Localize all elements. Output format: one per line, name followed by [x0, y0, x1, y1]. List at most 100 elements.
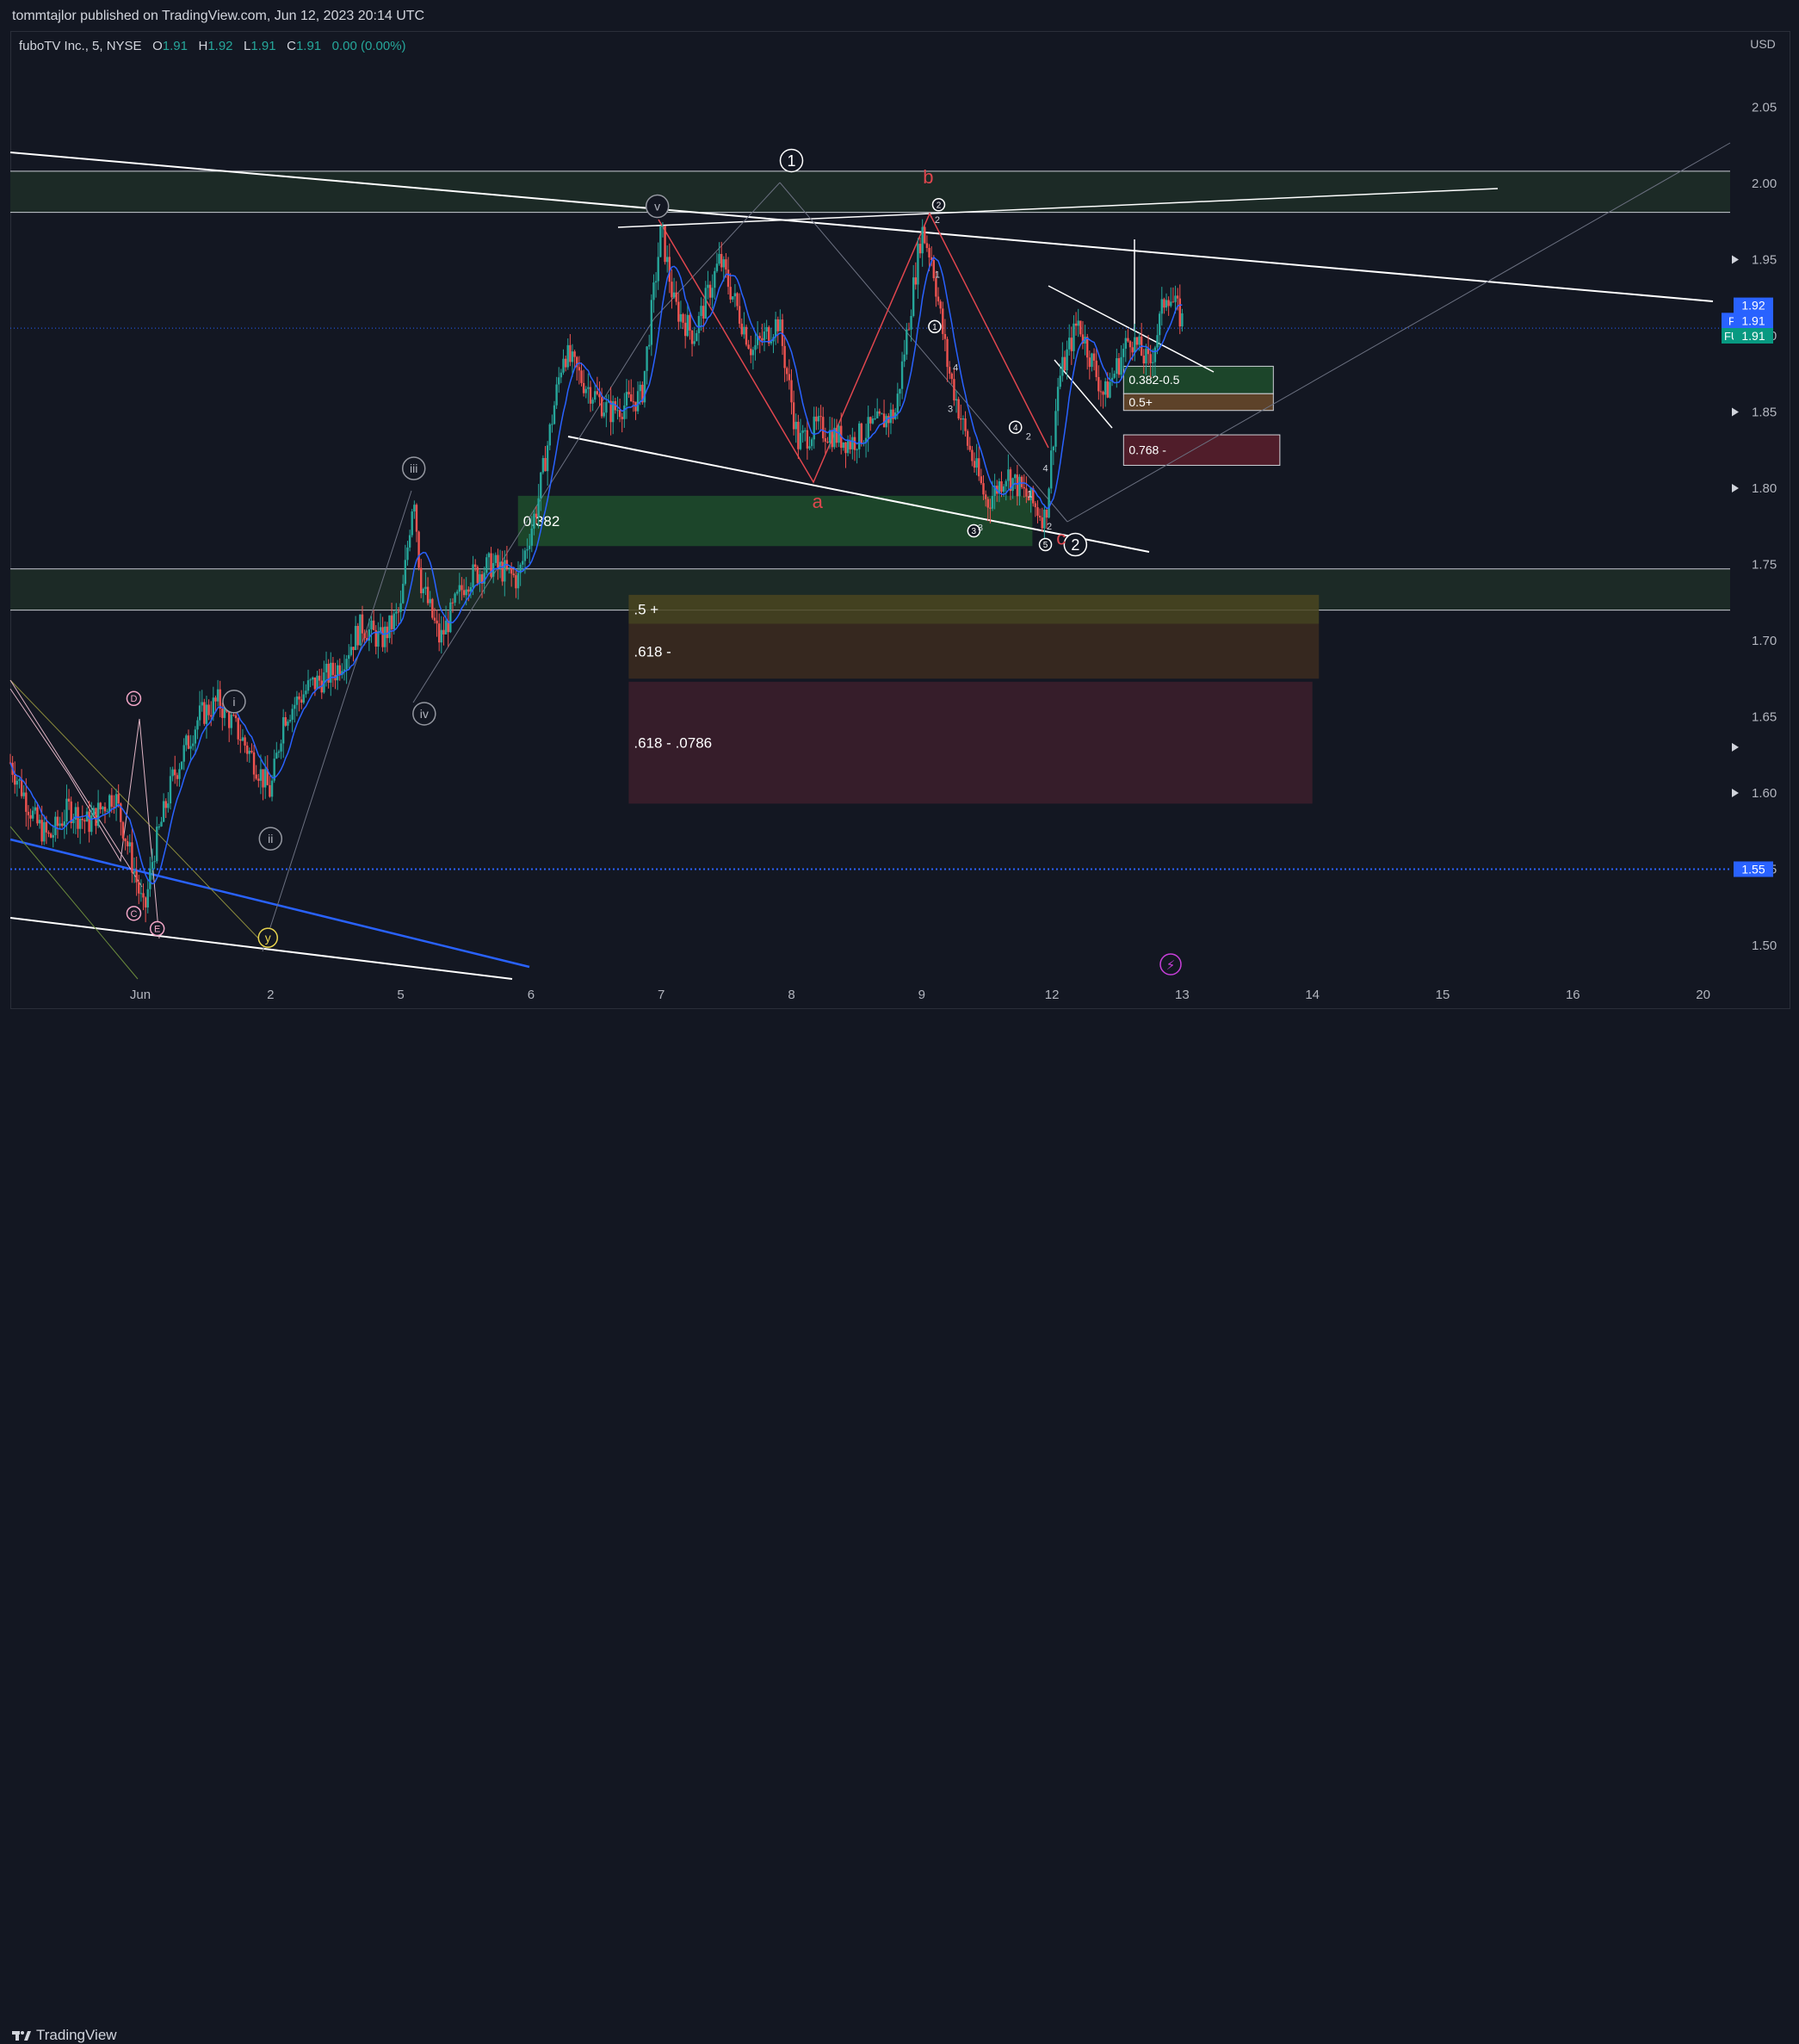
candle-body [846, 441, 850, 454]
fib-zone [517, 495, 1033, 547]
candle-body [29, 815, 32, 819]
wedge-lower [1054, 359, 1113, 429]
candle-body [103, 807, 107, 812]
candle-body [573, 351, 576, 357]
candle-body [918, 244, 922, 254]
candle-body [295, 696, 299, 705]
candle-body [957, 399, 960, 419]
candle-body [794, 421, 797, 430]
wave-label: 5 [1043, 541, 1048, 550]
candle-body [750, 349, 752, 356]
candle-body [277, 751, 281, 753]
candle-body [455, 592, 459, 594]
candle-body [420, 567, 423, 593]
candle-body [1099, 391, 1103, 393]
candle-body [1116, 358, 1118, 375]
fib-zone-label: .618 - [634, 643, 671, 660]
lightning-icon: ⚡ [1166, 957, 1176, 973]
candle-body [1009, 469, 1012, 492]
x-tick-label: 13 [1175, 988, 1190, 1002]
candle-body [504, 560, 506, 582]
candle-body [732, 296, 734, 300]
candle-body [1117, 358, 1121, 375]
tradingview-logo[interactable]: TradingView [12, 2027, 117, 2044]
fib-zone-label: 0.5+ [1128, 395, 1153, 409]
price-tag-bg [1734, 297, 1773, 313]
candle-body [480, 573, 484, 585]
candle-body [27, 811, 30, 815]
candle-body [675, 292, 677, 302]
candle-body [20, 779, 23, 796]
candle-body [476, 567, 479, 584]
candle-body [844, 442, 847, 454]
candle-body [281, 716, 285, 744]
candle-body [1128, 341, 1132, 348]
candle-body [537, 498, 540, 517]
x-tick-label: 9 [918, 988, 925, 1002]
candle-body [522, 561, 524, 565]
candle-body [632, 401, 635, 403]
moving-average-line [9, 256, 1183, 885]
candle-body [630, 394, 633, 402]
chart-canvas[interactable]: 0.382 .5 + .618 - .618 - .0786 0.382-0.5 0.5+… [0, 0, 1799, 1047]
candle-body [207, 704, 210, 715]
candle-body [221, 709, 224, 718]
x-tick-label: 14 [1305, 988, 1320, 1002]
wave-label: 4 [1013, 424, 1018, 433]
candle-body [896, 393, 900, 413]
candle-body [799, 432, 802, 449]
candle-body [648, 344, 651, 347]
candle-body [964, 418, 967, 431]
candle-body [90, 815, 93, 833]
candle-body [70, 801, 72, 824]
wave-label-circle [1038, 537, 1053, 552]
candle-body [725, 259, 727, 270]
x-tick-label: 8 [788, 988, 794, 1002]
candle-body [555, 384, 558, 406]
candle-body [833, 427, 836, 448]
candle-body [571, 351, 574, 362]
candle-body [740, 323, 743, 335]
candle-body [907, 329, 911, 331]
candle-body [273, 759, 275, 781]
candle-body [255, 774, 257, 779]
fib-zone-label: 0.768 - [1128, 443, 1166, 457]
candle-body [399, 603, 402, 612]
candle-body [1016, 474, 1019, 497]
y-tick-label: 1.60 [1752, 786, 1777, 801]
candle-body [138, 882, 140, 894]
candle-body [257, 778, 260, 781]
candle-body [479, 573, 481, 584]
candle-body [318, 675, 321, 681]
wave-2-down [779, 182, 1068, 523]
moving-average-layer [9, 256, 1183, 885]
candle-body [1061, 356, 1064, 376]
tradingview-logo-icon [12, 2031, 31, 2041]
candle-body [305, 691, 307, 695]
candle-body [214, 697, 217, 702]
candle-body [263, 769, 267, 788]
candle-body [126, 841, 129, 846]
candle-body [124, 838, 127, 842]
candle-body [338, 665, 341, 675]
candle-body [149, 868, 151, 889]
candle-body [609, 400, 612, 423]
symbol-legend[interactable]: fuboTV Inc., 5, NYSE O1.91 H1.92 L1.91 C… [19, 39, 406, 53]
candle-body [598, 393, 601, 398]
candle-body [530, 528, 533, 546]
candle-body [1011, 478, 1014, 492]
wave-label-circle [1063, 532, 1088, 557]
candle-body [900, 361, 904, 389]
candle-body [743, 326, 745, 335]
wedge-upper [1048, 285, 1215, 373]
y-tick-label: 1.65 [1752, 710, 1777, 725]
candle-body [1110, 377, 1114, 382]
candle-body [1092, 353, 1096, 361]
fib-zone-label: .618 - .0786 [634, 735, 712, 752]
wave-1-up [653, 182, 781, 319]
trendline-b-top [617, 188, 1499, 228]
candle-body [169, 776, 172, 804]
candle-body [1088, 357, 1091, 368]
candle-body [917, 244, 919, 285]
candle-body [1152, 362, 1154, 363]
